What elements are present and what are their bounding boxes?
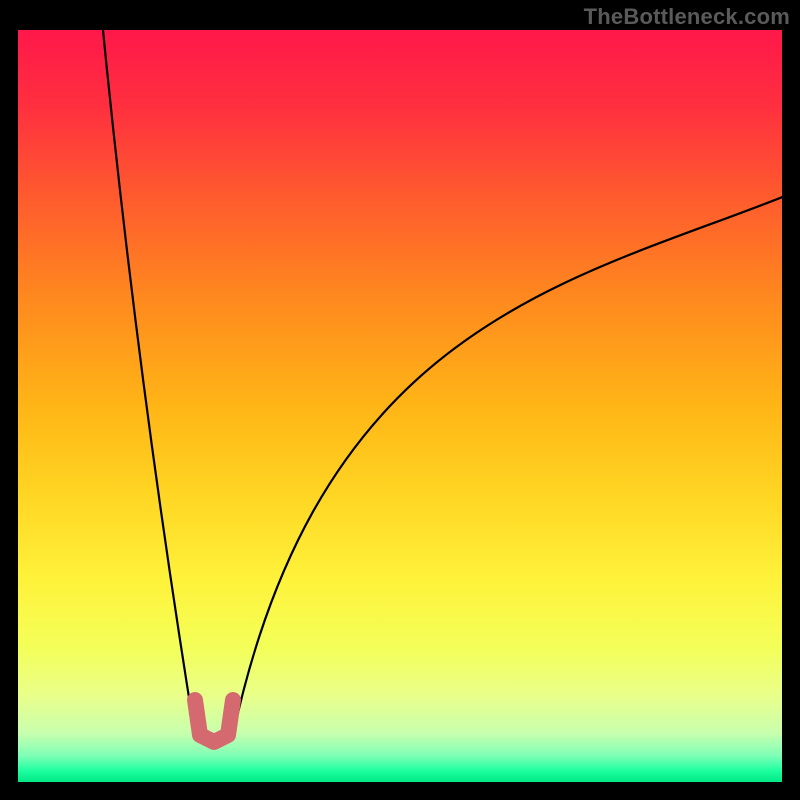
trough-highlight [195,700,233,742]
chart-stage: TheBottleneck.com [0,0,800,800]
curve-left-branch [100,0,195,735]
bottleneck-curve-chart [0,0,800,800]
curve-right-branch [233,190,800,735]
watermark-text: TheBottleneck.com [584,4,790,30]
